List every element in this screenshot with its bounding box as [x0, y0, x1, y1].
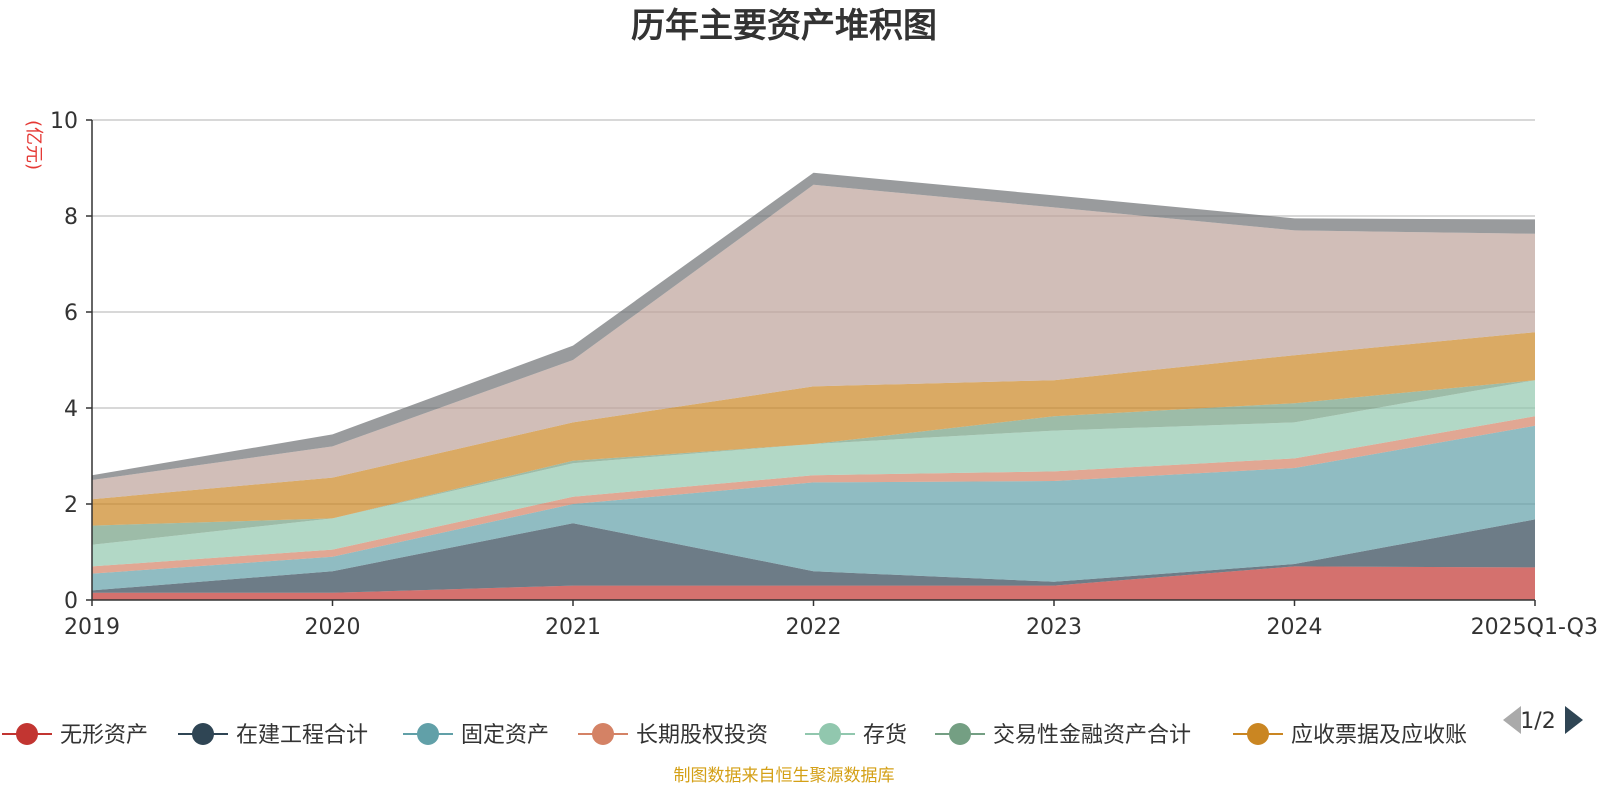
legend-item-交易性金融资产合计[interactable]: 交易性金融资产合计: [935, 723, 1191, 748]
x-tick-label: 2020: [305, 615, 361, 640]
y-tick-label: 10: [50, 109, 78, 134]
x-tick-label: 2025Q1-Q3: [1471, 615, 1598, 640]
legend-label: 固定资产: [461, 723, 549, 748]
legend-label: 在建工程合计: [236, 723, 368, 748]
legend-marker: [949, 723, 971, 745]
legend-label: 应收票据及应收账: [1291, 723, 1467, 748]
area-固定资产[interactable]: [92, 425, 1535, 591]
source-note: 制图数据来自恒生聚源数据库: [674, 766, 895, 786]
legend-label: 存货: [863, 723, 907, 748]
area-无形资产[interactable]: [92, 566, 1535, 600]
x-tick-label: 2022: [786, 615, 842, 640]
legend-marker: [192, 723, 214, 745]
area-在建工程合计[interactable]: [92, 519, 1535, 593]
x-tick-label: 2021: [545, 615, 601, 640]
area-应收票据及应收账[interactable]: [92, 332, 1535, 526]
legend-marker: [417, 723, 439, 745]
chart-title: 历年主要资产堆积图: [631, 6, 937, 46]
area-长期股权投资[interactable]: [92, 416, 1535, 574]
legend: 无形资产 在建工程合计 固定资产 长期股权投资 存货 交易性金融资产合计 应收票据及应收账: [2, 723, 1467, 748]
y-tick-label: 6: [64, 301, 78, 326]
legend-item-无形资产[interactable]: 无形资产: [2, 723, 148, 748]
y-tick-label: 2: [64, 493, 78, 518]
area-交易性金融资产合计[interactable]: [92, 380, 1535, 545]
legend-item-在建工程合计[interactable]: 在建工程合计: [178, 723, 368, 748]
legend-marker: [819, 723, 841, 745]
pager-text: 1/2: [1520, 709, 1555, 734]
y-tick-label: 4: [64, 397, 78, 422]
axes: 0 2 4 6 8 10 2019 2020 2021 2022 2023 2024 2025Q1-Q3: [50, 109, 1598, 640]
legend-label: 长期股权投资: [636, 723, 768, 748]
legend-item-存货[interactable]: 存货: [805, 723, 907, 748]
x-tick-label: 2024: [1267, 615, 1323, 640]
y-axis-unit: (亿元): [23, 120, 44, 170]
area-存货[interactable]: [92, 380, 1535, 567]
pager-next-icon[interactable]: [1565, 706, 1583, 734]
y-tick-label: 0: [64, 589, 78, 614]
legend-marker: [592, 723, 614, 745]
legend-label: 无形资产: [60, 723, 148, 748]
legend-item-固定资产[interactable]: 固定资产: [403, 723, 549, 748]
legend-marker: [16, 723, 38, 745]
legend-item-应收票据及应收账[interactable]: 应收票据及应收账: [1233, 723, 1467, 748]
x-tick-label: 2019: [64, 615, 120, 640]
legend-item-长期股权投资[interactable]: 长期股权投资: [578, 723, 768, 748]
legend-label: 交易性金融资产合计: [993, 723, 1191, 748]
pager-prev-icon[interactable]: [1503, 706, 1521, 734]
legend-pager: 1/2: [1503, 706, 1583, 734]
x-tick-label: 2023: [1026, 615, 1082, 640]
area-series: [92, 172, 1535, 600]
y-tick-label: 8: [64, 205, 78, 230]
area-货币资金[interactable]: [92, 184, 1535, 500]
legend-marker: [1247, 723, 1269, 745]
